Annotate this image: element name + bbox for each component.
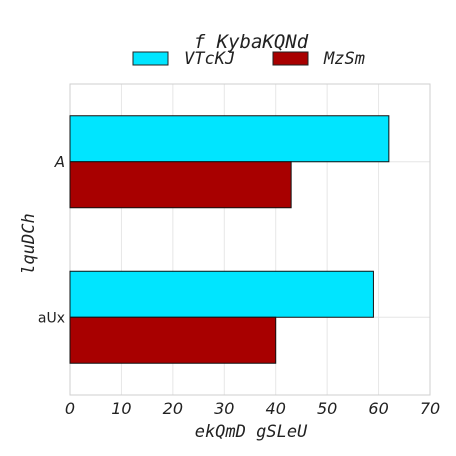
legend-label-mzsm: MzSm (323, 49, 365, 69)
chart-title: f KybaKQNd (194, 31, 309, 53)
y-axis-label: lquDCh (19, 213, 39, 274)
x-tick-label-70: 70 (420, 399, 440, 418)
plot-area (69, 83, 431, 396)
bar-vtckj-1 (69, 270, 374, 318)
bar-vtckj-0 (69, 115, 390, 163)
x-tick-label-50: 50 (317, 399, 337, 418)
y-category-label-1: aUx (38, 310, 65, 326)
legend-label-vtckj: VTcKJ (184, 49, 235, 69)
x-tick-labels: 0 10 20 30 40 50 60 70 (65, 399, 440, 418)
x-tick-label-40: 40 (266, 399, 286, 418)
legend: VTcKJ MzSm (132, 49, 365, 69)
x-tick-label-0: 0 (65, 399, 75, 418)
x-tick-label-30: 30 (214, 399, 234, 418)
x-tick-label-20: 20 (163, 399, 183, 418)
bar-mzsm-0 (69, 161, 292, 209)
x-axis-label: ekQmD gSLeU (195, 422, 308, 442)
legend-swatch-vtckj (132, 51, 169, 66)
bar-mzsm-1 (69, 316, 277, 364)
x-tick-label-10: 10 (111, 399, 131, 418)
x-tick-label-60: 60 (368, 399, 388, 418)
legend-swatch-mzsm (272, 51, 309, 66)
y-category-label-0: A (54, 153, 65, 171)
bars (69, 115, 390, 364)
